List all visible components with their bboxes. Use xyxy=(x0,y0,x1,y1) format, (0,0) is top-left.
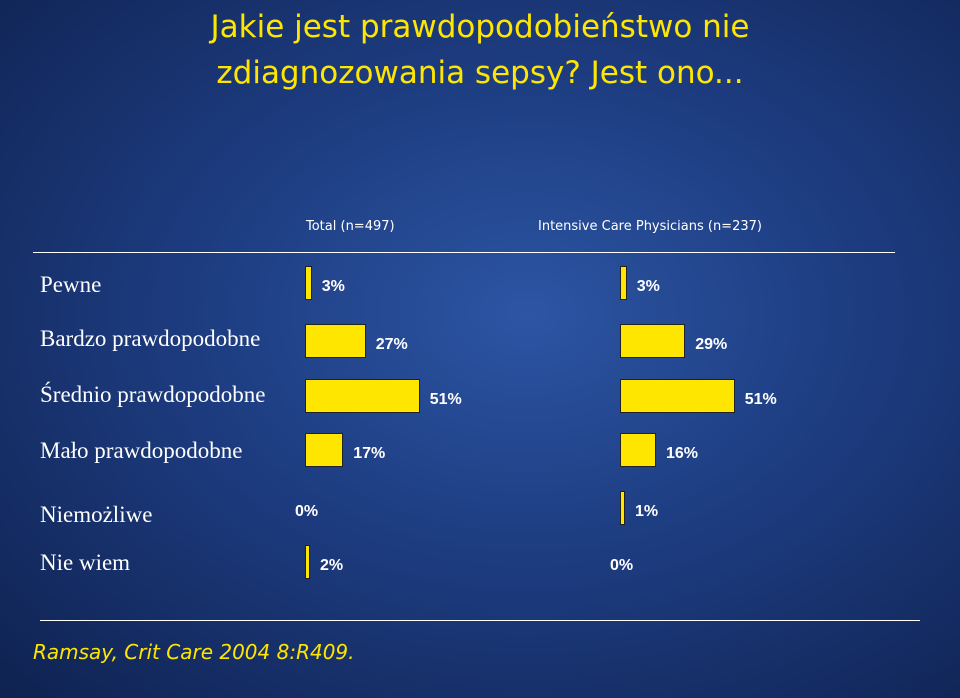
citation: Ramsay, Crit Care 2004 8:R409. xyxy=(33,640,355,664)
category-label: Bardzo prawdopodobne xyxy=(40,326,261,351)
bar-series-1 xyxy=(305,379,420,413)
bar-series-2 xyxy=(620,433,656,467)
series-header-icu: Intensive Care Physicians (n=237) xyxy=(538,219,762,234)
bar-series-1 xyxy=(305,433,344,467)
category-label: Nie wiem xyxy=(40,550,131,575)
data-label: 0% xyxy=(295,503,319,520)
category-label: Niemożliwe xyxy=(40,502,153,527)
bar-series-1 xyxy=(305,324,366,358)
title-line-2: zdiagnozowania sepsy? Jest ono... xyxy=(216,55,744,91)
bar-series-1 xyxy=(305,266,312,300)
data-label: 51% xyxy=(429,391,462,408)
data-label: 51% xyxy=(744,391,777,408)
data-label: 3% xyxy=(321,278,345,295)
footer-rule xyxy=(40,620,920,621)
data-label: 3% xyxy=(636,278,660,295)
series-header-total: Total (n=497) xyxy=(306,219,395,234)
slide-title: Jakie jest prawdopodobieństwo nie zdiagn… xyxy=(0,4,960,96)
data-label: 27% xyxy=(375,336,408,353)
data-label: 0% xyxy=(610,557,634,574)
bar-series-2 xyxy=(620,324,686,358)
bar-series-2 xyxy=(620,491,625,525)
data-label: 16% xyxy=(666,445,699,462)
category-label: Pewne xyxy=(40,272,102,297)
category-label: Mało prawdopodobne xyxy=(40,438,243,463)
title-line-1: Jakie jest prawdopodobieństwo nie xyxy=(210,9,750,45)
header-rule xyxy=(33,252,895,253)
data-label: 2% xyxy=(320,557,344,574)
bar-series-2 xyxy=(620,379,735,413)
data-label: 17% xyxy=(353,445,386,462)
data-label: 1% xyxy=(635,503,659,520)
data-label: 29% xyxy=(695,336,728,353)
bar-series-2 xyxy=(620,266,627,300)
bar-series-1 xyxy=(305,545,310,579)
category-label: Średnio prawdopodobne xyxy=(40,382,266,407)
